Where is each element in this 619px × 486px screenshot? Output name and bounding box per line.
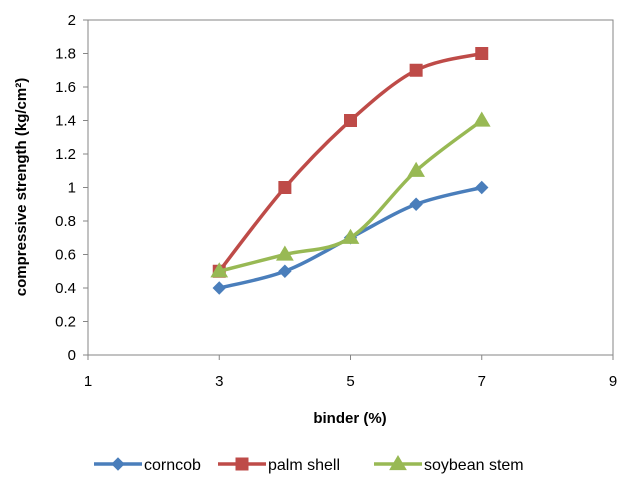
data-point <box>278 264 292 278</box>
data-point <box>475 47 489 60</box>
legend-item: soybean stem <box>374 455 524 474</box>
y-tick-label: 0.6 <box>55 247 76 264</box>
y-tick-label: 0.8 <box>55 213 76 230</box>
legend-label: soybean stem <box>424 457 524 474</box>
data-point <box>276 245 294 261</box>
legend-marker <box>389 455 407 471</box>
data-point <box>344 114 357 127</box>
data-point <box>475 180 489 195</box>
data-point <box>210 262 229 278</box>
x-tick-label: 5 <box>346 373 354 390</box>
legend-item: palm shell <box>218 457 340 474</box>
series-soybean-stem <box>210 111 491 278</box>
series-layer <box>210 47 491 295</box>
y-tick-label: 1.6 <box>55 79 76 96</box>
legend-label: palm shell <box>268 457 340 474</box>
y-tick-label: 0.4 <box>55 280 76 297</box>
legend-marker <box>111 457 125 471</box>
y-tick-label: 1.8 <box>55 46 76 63</box>
legend-marker <box>235 457 249 471</box>
axes: 0 0.2 0.4 0.6 0.8 1 1.2 1.4 1.6 1.8 2 1 3 5 7 9 <box>55 12 617 390</box>
legend-item: corncob <box>94 457 201 474</box>
data-point <box>407 161 425 177</box>
x-tick-label: 9 <box>609 373 617 390</box>
y-tick-label: 0.2 <box>55 314 76 331</box>
y-tick-label: 1.2 <box>55 146 76 163</box>
data-point <box>409 63 423 77</box>
y-axis-title: compressive strength (kg/cm²) <box>13 78 30 296</box>
legend-label: corncob <box>144 457 201 474</box>
data-point <box>278 181 292 194</box>
x-tick-label: 7 <box>478 373 486 390</box>
data-point <box>409 197 423 211</box>
x-axis-title: binder (%) <box>313 410 386 427</box>
x-tick-label: 1 <box>84 373 92 390</box>
plot-area <box>87 19 614 356</box>
y-tick-label: 0 <box>68 347 76 364</box>
data-point <box>341 228 360 244</box>
plot-frame <box>87 19 614 356</box>
data-point <box>212 281 226 295</box>
x-tick-label: 3 <box>215 373 223 390</box>
y-tick-label: 1.4 <box>55 113 76 130</box>
legend: corncob palm shell soybean stem <box>94 455 524 474</box>
data-point <box>472 111 491 127</box>
y-tick-label: 1 <box>68 180 76 197</box>
y-tick-label: 2 <box>68 12 76 29</box>
